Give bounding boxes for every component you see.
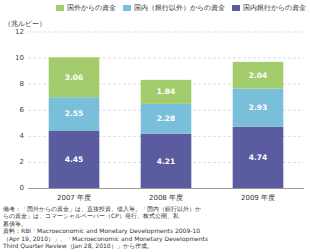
data-label: 2.04	[249, 71, 268, 80]
y-tick-label: 4	[20, 132, 25, 140]
grid-line	[28, 188, 304, 189]
data-label: 4.74	[249, 153, 268, 162]
x-tick-label: 2008 年度	[149, 194, 183, 202]
x-axis-line	[28, 188, 304, 189]
bar	[233, 127, 284, 189]
legend-label: 国内（銀行以外）からの資金	[134, 4, 225, 12]
grid-line	[28, 32, 304, 33]
data-label: 1.84	[157, 87, 176, 96]
bar	[49, 57, 100, 97]
y-tick-label: 0	[20, 184, 24, 192]
notes: 備考：「国外からの資金」は、直接投資、借入等。「国内（銀行以外）からの資金」は、…	[2, 205, 208, 251]
legend-swatch	[123, 5, 131, 11]
legend: 国外からの資金 国内（銀行以外）からの資金 国内銀行からの資金	[56, 4, 306, 12]
bar	[141, 134, 192, 189]
data-label: 2.55	[65, 109, 84, 118]
legend-swatch	[56, 5, 64, 11]
note: Third Quarter Review（Jan 28, 2010）」から作成。	[2, 242, 153, 250]
data-labels: 4.45 2.55 3.06 4.21 2.28 1.84 4.74 2.93 2.04	[65, 71, 268, 166]
bar	[49, 97, 100, 130]
y-axis-label: （兆ルピー）	[4, 20, 46, 28]
x-tick-label: 2009 年度	[241, 194, 275, 202]
bar	[233, 62, 284, 89]
data-label: 4.21	[157, 157, 176, 166]
bar	[141, 80, 192, 104]
bars	[49, 57, 284, 188]
grid	[28, 32, 304, 189]
legend-label: 国外からの資金	[67, 4, 116, 12]
y-tick-label: 6	[20, 106, 25, 114]
y-tick-label: 12	[15, 28, 24, 36]
bar	[49, 130, 100, 188]
note: らの資金」は、コマーシャルペーパー（CP）発行、株式公開、私	[3, 212, 180, 220]
y-tick-label: 8	[20, 80, 24, 88]
x-tick-label: 2007 年度	[57, 194, 91, 202]
legend-swatch	[232, 5, 240, 11]
bar	[141, 104, 192, 134]
y-tick-label: 10	[15, 54, 24, 62]
chart: 024681012（兆ルピー）4.452.553.064.212.281.844…	[0, 0, 310, 252]
legend-label: 国内銀行からの資金	[243, 4, 306, 12]
data-label: 2.28	[157, 114, 176, 123]
data-label: 3.06	[65, 73, 84, 82]
y-tick-label: 2	[20, 158, 24, 166]
data-label: 2.93	[249, 103, 268, 112]
note: 募債等。	[3, 220, 27, 227]
bar	[233, 88, 284, 126]
data-label: 4.45	[65, 155, 84, 164]
